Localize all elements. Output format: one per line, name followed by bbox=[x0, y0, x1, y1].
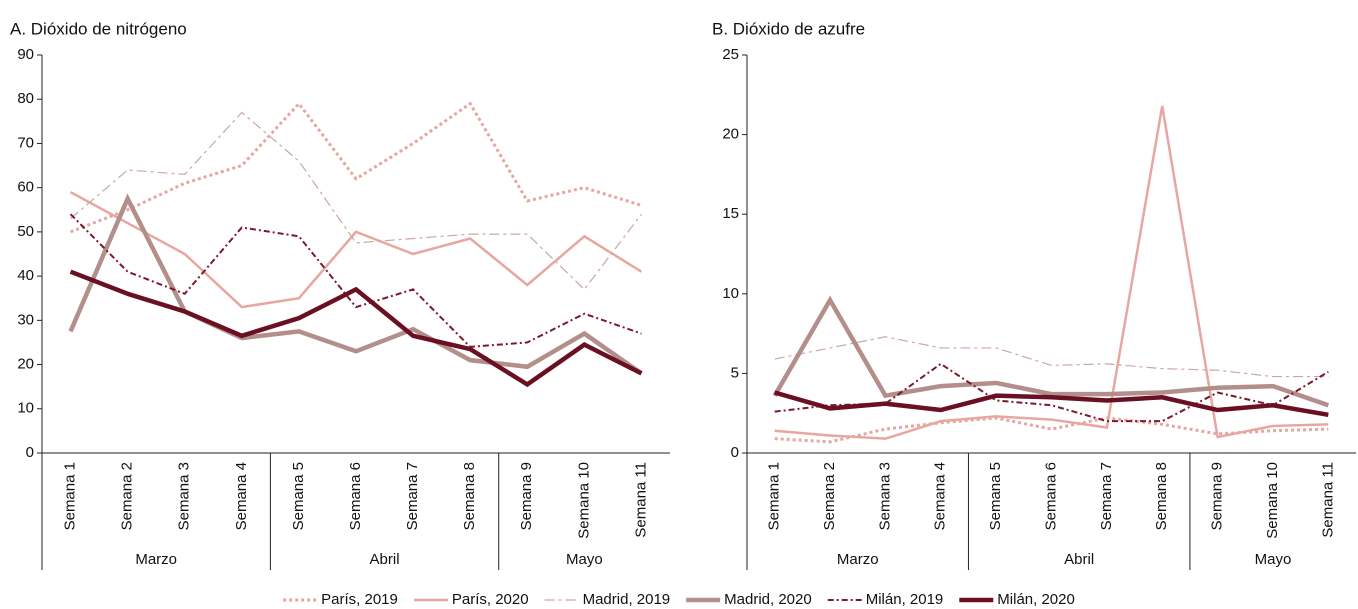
y-tick-label: 90 bbox=[17, 46, 34, 63]
y-tick-label: 5 bbox=[731, 364, 739, 381]
x-tick-label: Semana 5 bbox=[290, 462, 307, 530]
x-tick-label: Semana 1 bbox=[766, 462, 783, 530]
series-line bbox=[774, 105, 1329, 440]
x-tick-label: Semana 4 bbox=[932, 462, 949, 530]
x-tick-label: Semana 6 bbox=[1042, 462, 1059, 530]
y-tick-label: 25 bbox=[722, 46, 739, 63]
group-label: Marzo bbox=[837, 551, 879, 568]
legend-label: Madrid, 2020 bbox=[724, 591, 812, 608]
x-tick-label: Semana 9 bbox=[518, 462, 535, 530]
y-tick-label: 30 bbox=[17, 311, 34, 328]
y-tick-label: 0 bbox=[731, 444, 739, 461]
series-line bbox=[70, 111, 642, 291]
series-line bbox=[774, 336, 1329, 378]
group-label: Mayo bbox=[566, 551, 603, 568]
y-tick-label: 20 bbox=[17, 356, 34, 373]
x-tick-label: Semana 5 bbox=[987, 462, 1004, 530]
y-tick-label: 40 bbox=[17, 267, 34, 284]
y-tick-label: 20 bbox=[722, 126, 739, 143]
y-tick-label: 50 bbox=[17, 223, 34, 240]
legend-label: París, 2019 bbox=[321, 591, 398, 608]
x-tick-label: Semana 9 bbox=[1209, 462, 1226, 530]
series-line bbox=[68, 193, 643, 376]
y-tick-label: 0 bbox=[26, 444, 34, 461]
y-tick-label: 15 bbox=[722, 205, 739, 222]
series-line bbox=[69, 269, 643, 388]
legend-label: Madrid, 2019 bbox=[583, 591, 671, 608]
x-tick-label: Semana 2 bbox=[119, 462, 136, 530]
x-tick-label: Semana 11 bbox=[1319, 462, 1336, 538]
legend-label: Milán, 2020 bbox=[997, 591, 1075, 608]
group-label: Marzo bbox=[135, 551, 177, 568]
y-tick-label: 10 bbox=[17, 400, 34, 417]
x-tick-label: Semana 7 bbox=[404, 462, 421, 530]
x-tick-label: Semana 10 bbox=[1264, 462, 1281, 539]
y-tick-label: 80 bbox=[17, 90, 34, 107]
chart-title: A. Dióxido de nitrógeno bbox=[10, 19, 187, 38]
x-tick-label: Semana 2 bbox=[821, 462, 838, 530]
x-tick-label: Semana 8 bbox=[461, 462, 478, 530]
y-tick-label: 70 bbox=[17, 134, 34, 151]
x-tick-label: Semana 6 bbox=[347, 462, 364, 530]
y-tick-label: 10 bbox=[722, 285, 739, 302]
legend-label: París, 2020 bbox=[452, 591, 529, 608]
group-label: Mayo bbox=[1255, 551, 1292, 568]
series-line bbox=[772, 295, 1330, 408]
series-line bbox=[70, 101, 642, 234]
y-tick-label: 60 bbox=[17, 179, 34, 196]
series-line bbox=[774, 362, 1329, 423]
x-tick-label: Semana 10 bbox=[575, 462, 592, 539]
group-label: Abril bbox=[370, 551, 400, 568]
x-tick-label: Semana 8 bbox=[1153, 462, 1170, 530]
series-line bbox=[69, 213, 642, 348]
legend: París, 2019 París, 2020 Madrid, 2019 Madrid… bbox=[283, 591, 1075, 608]
x-tick-label: Semana 4 bbox=[233, 462, 250, 530]
x-tick-label: Semana 11 bbox=[632, 462, 649, 538]
legend-label: Milán, 2019 bbox=[866, 591, 944, 608]
x-tick-label: Semana 3 bbox=[876, 462, 893, 530]
series-line bbox=[774, 390, 1329, 418]
x-tick-label: Semana 3 bbox=[176, 462, 193, 530]
chart-title: B. Dióxido de azufre bbox=[712, 19, 865, 38]
x-tick-label: Semana 7 bbox=[1098, 462, 1115, 530]
group-label: Abril bbox=[1064, 551, 1094, 568]
series-line bbox=[69, 190, 643, 309]
x-tick-label: Semana 1 bbox=[62, 462, 79, 530]
